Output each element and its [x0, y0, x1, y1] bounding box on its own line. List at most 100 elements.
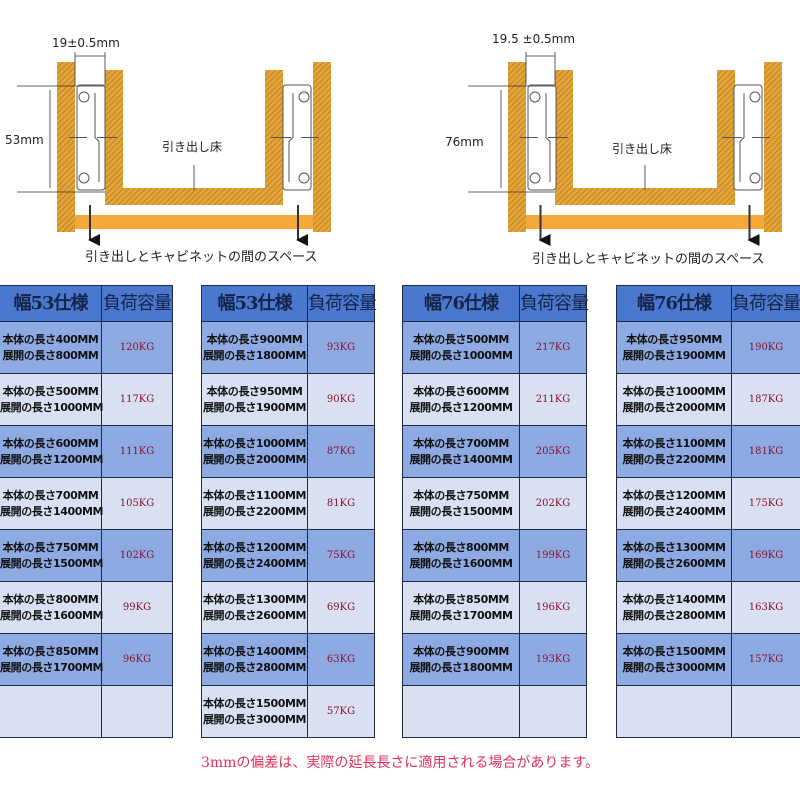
length-cell: 本体の長さ700MM 展開の長さ1400MM [402, 425, 520, 478]
floor-label: 引き出し床 [162, 140, 223, 154]
body-length: 本体の長さ900MM [413, 644, 509, 658]
load-header: 負荷容量 [101, 285, 173, 322]
cabinet-wall-left [57, 62, 75, 232]
body-length: 本体の長さ850MM [2, 644, 99, 658]
drawer-floor [105, 188, 283, 205]
diagram-53mm [17, 52, 331, 246]
extended-length: 展開の長さ2800MM [202, 660, 307, 674]
load-capacity [519, 685, 587, 738]
length-cell: 本体の長さ850MM 展開の長さ1700MM [402, 581, 520, 634]
load-capacity: 205KG [519, 425, 587, 478]
load-capacity: 117KG [101, 373, 173, 426]
table-row: 本体の長さ1400MM 展開の長さ2800MM 63KG [201, 633, 375, 686]
table-row: 本体の長さ500MM 展開の長さ1000MM 217KG [402, 321, 587, 374]
load-capacity: 90KG [307, 373, 375, 426]
length-cell [616, 685, 732, 738]
extended-length: 展開の長さ1000MM [409, 348, 513, 362]
table-header-row: 幅53仕様 負荷容量 [201, 285, 377, 322]
length-cell: 本体の長さ600MM 展開の長さ1200MM [402, 373, 520, 426]
load-capacity: 187KG [731, 373, 800, 426]
table-row: 本体の長さ850MM 展開の長さ1700MM 96KG [0, 633, 173, 686]
length-cell: 本体の長さ1400MM 展開の長さ2800MM [201, 633, 308, 686]
height-label: 76mm [445, 135, 484, 149]
extended-length: 展開の長さ3000MM [622, 660, 726, 674]
load-capacity: 163KG [731, 581, 800, 634]
load-capacity: 96KG [101, 633, 173, 686]
table-header-row: 幅53仕様 負荷容量 [0, 285, 173, 322]
extended-length: 展開の長さ1900MM [202, 400, 307, 414]
body-length: 本体の長さ950MM [206, 384, 303, 398]
load-capacity: 190KG [731, 321, 800, 374]
table-row: 本体の長さ750MM 展開の長さ1500MM 102KG [0, 529, 173, 582]
length-cell: 本体の長さ400MM 展開の長さ800MM [0, 321, 102, 374]
table-row: 本体の長さ750MM 展開の長さ1500MM 202KG [402, 477, 587, 530]
body-length: 本体の長さ600MM [413, 384, 509, 398]
table-row: 本体の長さ900MM 展開の長さ1800MM 93KG [201, 321, 375, 374]
cabinet-bottom [75, 215, 313, 229]
table-row: 本体の長さ1200MM 展開の長さ2400MM 175KG [616, 477, 800, 530]
extended-length: 展開の長さ2000MM [622, 400, 726, 414]
body-length: 本体の長さ1200MM [202, 540, 307, 554]
extended-length: 展開の長さ1800MM [409, 660, 513, 674]
load-capacity: 193KG [519, 633, 587, 686]
cabinet-wall-right [764, 62, 782, 232]
load-capacity: 69KG [307, 581, 375, 634]
length-cell: 本体の長さ1200MM 展開の長さ2400MM [201, 529, 308, 582]
table-row: 本体の長さ600MM 展開の長さ1200MM 111KG [0, 425, 173, 478]
load-capacity: 105KG [101, 477, 173, 530]
extended-length: 展開の長さ1600MM [409, 556, 513, 570]
load-capacity: 99KG [101, 581, 173, 634]
table-row: 本体の長さ700MM 展開の長さ1400MM 105KG [0, 477, 173, 530]
extended-length: 展開の長さ2600MM [622, 556, 726, 570]
extended-length: 展開の長さ1400MM [0, 504, 104, 518]
width-label: 19.5 ±0.5mm [492, 32, 576, 46]
body-length: 本体の長さ1300MM [622, 540, 726, 554]
table-row: 本体の長さ900MM 展開の長さ1800MM 193KG [402, 633, 587, 686]
length-cell: 本体の長さ600MM 展開の長さ1200MM [0, 425, 104, 478]
length-cell: 本体の長さ800MM 展開の長さ1600MM [402, 529, 520, 582]
load-capacity: 102KG [101, 529, 173, 582]
table-row: 本体の長さ1000MM 展開の長さ2000MM 87KG [201, 425, 375, 478]
floor-label: 引き出し床 [612, 142, 673, 156]
body-length: 本体の長さ1100MM [202, 488, 307, 502]
table-row: 本体の長さ1500MM 展開の長さ3000MM 57KG [201, 685, 375, 738]
table-row: 本体の長さ1300MM 展開の長さ2600MM 169KG [616, 529, 800, 582]
spec-header: 幅53仕様 [201, 285, 308, 322]
drawer-floor [555, 188, 735, 205]
body-length: 本体の長さ1500MM [202, 696, 307, 710]
cabinet-bottom [526, 215, 764, 229]
load-header: 負荷容量 [307, 285, 377, 322]
spec-header: 幅76仕様 [402, 285, 520, 322]
cabinet-wall-right [313, 62, 331, 232]
length-cell: 本体の長さ1100MM 展開の長さ2200MM [201, 477, 308, 530]
extended-length: 展開の長さ2400MM [622, 504, 726, 518]
extended-length: 展開の長さ2800MM [622, 608, 726, 622]
load-capacity: 217KG [519, 321, 587, 374]
slide-rail [271, 84, 319, 191]
load-capacity [101, 685, 173, 738]
load-capacity: 63KG [307, 633, 375, 686]
table-row [616, 685, 800, 738]
length-cell: 本体の長さ900MM 展開の長さ1800MM [402, 633, 520, 686]
table-row: 本体の長さ1200MM 展開の長さ2400MM 75KG [201, 529, 375, 582]
spec-table-76-b: 幅76仕様 負荷容量 本体の長さ950MM 展開の長さ1900MM 190KG 本体の長さ… [616, 285, 800, 738]
table-header-row: 幅76仕様 負荷容量 [402, 285, 589, 322]
extended-length: 展開の長さ1700MM [0, 660, 104, 674]
load-capacity: 199KG [519, 529, 587, 582]
length-cell: 本体の長さ1500MM 展開の長さ3000MM [616, 633, 732, 686]
length-cell: 本体の長さ1500MM 展開の長さ3000MM [201, 685, 308, 738]
extended-length: 展開の長さ1600MM [0, 608, 104, 622]
installation-diagrams [17, 52, 782, 246]
body-length: 本体の長さ500MM [2, 384, 99, 398]
body-length: 本体の長さ1400MM [622, 592, 726, 606]
table-row [0, 685, 173, 738]
table-row [402, 685, 587, 738]
length-cell: 本体の長さ750MM 展開の長さ1500MM [402, 477, 520, 530]
table-row: 本体の長さ1400MM 展開の長さ2800MM 163KG [616, 581, 800, 634]
extended-length: 展開の長さ1500MM [0, 556, 104, 570]
extended-length: 展開の長さ1400MM [409, 452, 513, 466]
extended-length: 展開の長さ800MM [2, 348, 99, 362]
table-row: 本体の長さ850MM 展開の長さ1700MM 196KG [402, 581, 587, 634]
length-cell: 本体の長さ1000MM 展開の長さ2000MM [201, 425, 308, 478]
load-capacity: 93KG [307, 321, 375, 374]
